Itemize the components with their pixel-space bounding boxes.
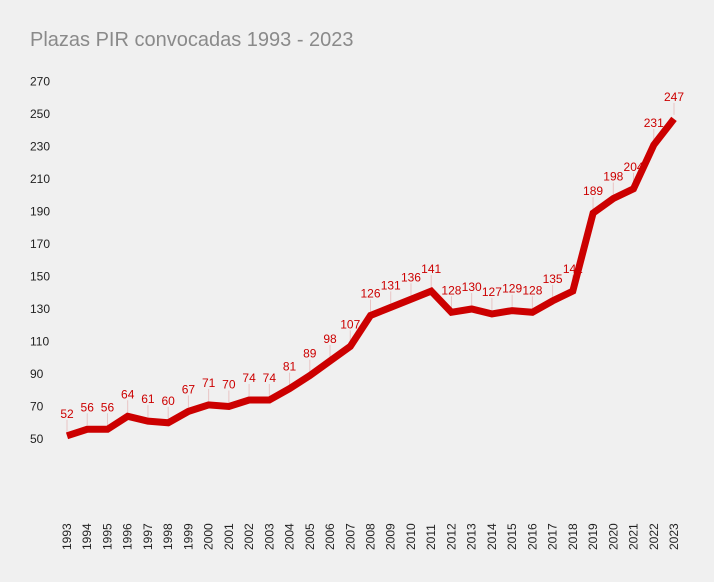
x-tick-label: 2012 bbox=[444, 523, 458, 550]
x-tick-label: 2023 bbox=[667, 523, 681, 550]
x-tick-label: 2013 bbox=[465, 523, 479, 550]
x-tick-label: 2021 bbox=[627, 523, 641, 550]
y-tick-label: 170 bbox=[30, 237, 50, 251]
data-label: 107 bbox=[340, 317, 360, 331]
series-line-group bbox=[65, 116, 677, 440]
data-label: 52 bbox=[60, 407, 74, 421]
data-label: 189 bbox=[583, 184, 603, 198]
y-tick-label: 230 bbox=[30, 140, 50, 154]
y-tick-label: 130 bbox=[30, 302, 50, 316]
y-tick-label: 210 bbox=[30, 172, 50, 186]
x-tick-label: 2018 bbox=[566, 523, 580, 550]
x-tick-label: 2020 bbox=[606, 523, 620, 550]
y-tick-label: 90 bbox=[30, 367, 44, 381]
x-tick-label: 2003 bbox=[262, 523, 276, 550]
data-label: 89 bbox=[303, 347, 317, 361]
x-tick-label: 1998 bbox=[161, 523, 175, 550]
data-label: 198 bbox=[603, 170, 623, 184]
series-line bbox=[65, 116, 677, 440]
x-tick-label: 2022 bbox=[647, 523, 661, 550]
x-tick-label: 2009 bbox=[384, 523, 398, 550]
x-tick-label: 1996 bbox=[121, 523, 135, 550]
data-label: 74 bbox=[263, 371, 277, 385]
x-tick-label: 2001 bbox=[222, 523, 236, 550]
data-label: 60 bbox=[161, 394, 175, 408]
x-tick-label: 2005 bbox=[303, 523, 317, 550]
data-label: 130 bbox=[462, 280, 482, 294]
y-tick-label: 250 bbox=[30, 107, 50, 121]
y-axis: 50 70 90 110 130 150 170 190 210 230 250 270 bbox=[30, 75, 50, 447]
data-label: 74 bbox=[242, 371, 256, 385]
y-tick-label: 110 bbox=[30, 335, 49, 349]
data-label: 128 bbox=[522, 283, 542, 297]
x-tick-label: 2019 bbox=[586, 523, 600, 550]
data-label: 141 bbox=[563, 262, 583, 276]
y-tick-label: 150 bbox=[30, 270, 50, 284]
x-axis: 1993 1994 1995 1996 1997 1998 1999 2000 2001 2002… bbox=[60, 523, 681, 550]
x-tick-label: 2016 bbox=[525, 523, 539, 550]
data-label: 64 bbox=[121, 387, 135, 401]
x-tick-label: 2000 bbox=[202, 523, 216, 550]
y-tick-label: 190 bbox=[30, 205, 50, 219]
x-tick-label: 2015 bbox=[505, 523, 519, 550]
data-label: 71 bbox=[202, 376, 216, 390]
data-label-leaders bbox=[66, 102, 675, 432]
data-label: 247 bbox=[664, 90, 684, 104]
y-tick-label: 70 bbox=[30, 400, 44, 414]
y-tick-label: 50 bbox=[30, 432, 44, 446]
data-label: 98 bbox=[323, 332, 337, 346]
x-tick-label: 2011 bbox=[424, 524, 438, 550]
data-label: 136 bbox=[401, 270, 421, 284]
x-tick-label: 2002 bbox=[242, 523, 256, 550]
data-label: 129 bbox=[502, 282, 522, 296]
x-tick-label: 1997 bbox=[141, 523, 155, 550]
data-label: 127 bbox=[482, 285, 502, 299]
x-tick-label: 2008 bbox=[364, 523, 378, 550]
x-tick-label: 1993 bbox=[60, 523, 74, 550]
chart-title: Plazas PIR convocadas 1993 - 2023 bbox=[30, 29, 354, 51]
x-tick-label: 1995 bbox=[100, 523, 114, 550]
x-tick-label: 1994 bbox=[80, 523, 94, 550]
data-label: 56 bbox=[81, 400, 95, 414]
data-label: 61 bbox=[141, 392, 155, 406]
x-tick-label: 2014 bbox=[485, 523, 499, 550]
data-label: 56 bbox=[101, 400, 115, 414]
data-label: 67 bbox=[182, 382, 196, 396]
data-label: 231 bbox=[644, 116, 664, 130]
x-tick-label: 2007 bbox=[343, 523, 357, 550]
data-label: 204 bbox=[624, 160, 644, 174]
data-label: 141 bbox=[421, 262, 441, 276]
data-label: 128 bbox=[441, 283, 461, 297]
x-tick-label: 2010 bbox=[404, 523, 418, 550]
x-tick-label: 2006 bbox=[323, 523, 337, 550]
x-tick-label: 2004 bbox=[283, 523, 297, 550]
data-label: 131 bbox=[381, 278, 401, 292]
data-label: 70 bbox=[222, 378, 236, 392]
data-label: 81 bbox=[283, 360, 297, 374]
x-tick-label: 2017 bbox=[546, 523, 560, 550]
y-tick-label: 270 bbox=[30, 75, 50, 89]
x-tick-label: 1999 bbox=[181, 523, 195, 550]
data-label: 135 bbox=[543, 272, 563, 286]
data-label: 126 bbox=[360, 287, 380, 301]
